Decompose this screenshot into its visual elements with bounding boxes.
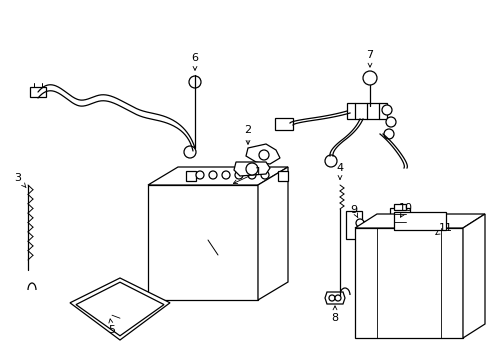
- Polygon shape: [148, 185, 258, 300]
- Text: 10: 10: [398, 203, 412, 217]
- Text: 8: 8: [331, 306, 338, 323]
- Bar: [274, 118, 292, 130]
- Circle shape: [208, 171, 217, 179]
- Circle shape: [334, 295, 340, 301]
- Circle shape: [261, 171, 268, 179]
- Polygon shape: [354, 228, 462, 338]
- Text: 3: 3: [15, 173, 26, 188]
- Text: 7: 7: [366, 50, 373, 67]
- Circle shape: [235, 171, 243, 179]
- Bar: [185, 171, 196, 181]
- Text: 4: 4: [336, 163, 343, 179]
- Bar: [278, 171, 287, 181]
- Polygon shape: [462, 214, 484, 338]
- Circle shape: [362, 71, 376, 85]
- Circle shape: [381, 105, 391, 115]
- Circle shape: [189, 76, 201, 88]
- Circle shape: [383, 129, 393, 139]
- Circle shape: [385, 117, 395, 127]
- Circle shape: [325, 155, 336, 167]
- Circle shape: [183, 146, 196, 158]
- Bar: [389, 208, 409, 236]
- Bar: [393, 212, 445, 230]
- Text: 9: 9: [350, 205, 357, 218]
- Polygon shape: [258, 167, 287, 300]
- Circle shape: [328, 295, 334, 301]
- Polygon shape: [234, 162, 269, 176]
- Polygon shape: [325, 292, 345, 304]
- Text: 2: 2: [244, 125, 251, 144]
- Circle shape: [222, 171, 229, 179]
- Circle shape: [245, 163, 258, 175]
- Circle shape: [355, 219, 363, 227]
- Polygon shape: [148, 167, 287, 185]
- Text: 11: 11: [435, 223, 452, 234]
- Text: 5: 5: [108, 319, 115, 335]
- Circle shape: [247, 171, 256, 179]
- Polygon shape: [70, 278, 170, 340]
- Bar: [346, 103, 386, 119]
- Polygon shape: [245, 144, 280, 164]
- Text: 1: 1: [233, 167, 261, 184]
- Circle shape: [259, 150, 268, 160]
- Text: 6: 6: [191, 53, 198, 70]
- Polygon shape: [354, 214, 484, 228]
- Polygon shape: [346, 211, 371, 239]
- Bar: [393, 204, 405, 210]
- Circle shape: [196, 171, 203, 179]
- Bar: [30, 87, 46, 97]
